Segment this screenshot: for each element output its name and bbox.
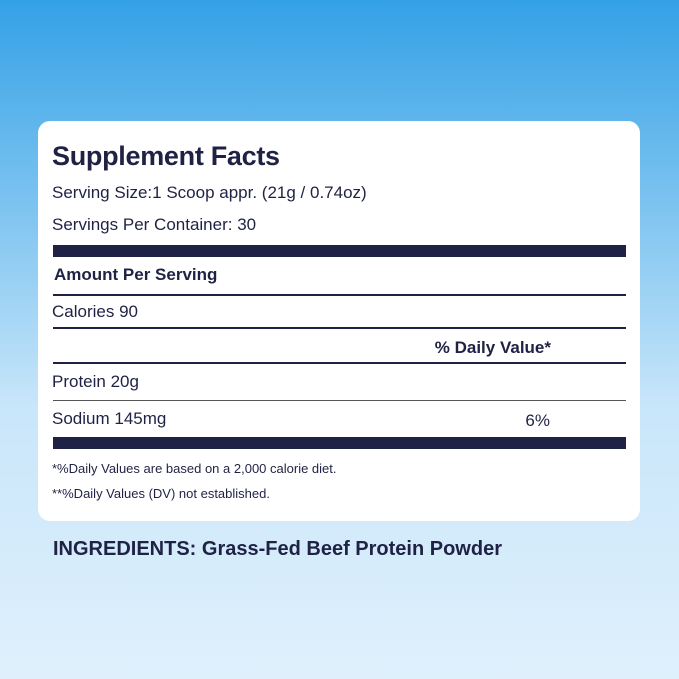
thick-divider [53, 245, 626, 257]
label-title: Supplement Facts [52, 141, 280, 171]
thick-divider [53, 437, 626, 449]
nutrient-name: Sodium 145mg [52, 409, 167, 428]
divider [53, 294, 626, 296]
nutrient-dv: 6% [525, 411, 550, 430]
divider [53, 327, 626, 329]
footnote: **%Daily Values (DV) not established. [52, 486, 270, 501]
amount-per-serving: Amount Per Serving [54, 265, 218, 284]
serving-size: Serving Size:1 Scoop appr. (21g / 0.74oz… [52, 183, 367, 202]
ingredients: INGREDIENTS: Grass-Fed Beef Protein Powd… [53, 538, 502, 560]
nutrient-name: Protein 20g [52, 372, 139, 391]
supplement-facts-card: Supplement Facts Serving Size:1 Scoop ap… [38, 121, 640, 521]
footnote: *%Daily Values are based on a 2,000 calo… [52, 461, 337, 476]
calories: Calories 90 [52, 302, 138, 321]
daily-value-header: % Daily Value* [434, 338, 551, 357]
divider [53, 400, 626, 401]
servings-per-container: Servings Per Container: 30 [52, 215, 257, 234]
divider [53, 362, 626, 364]
